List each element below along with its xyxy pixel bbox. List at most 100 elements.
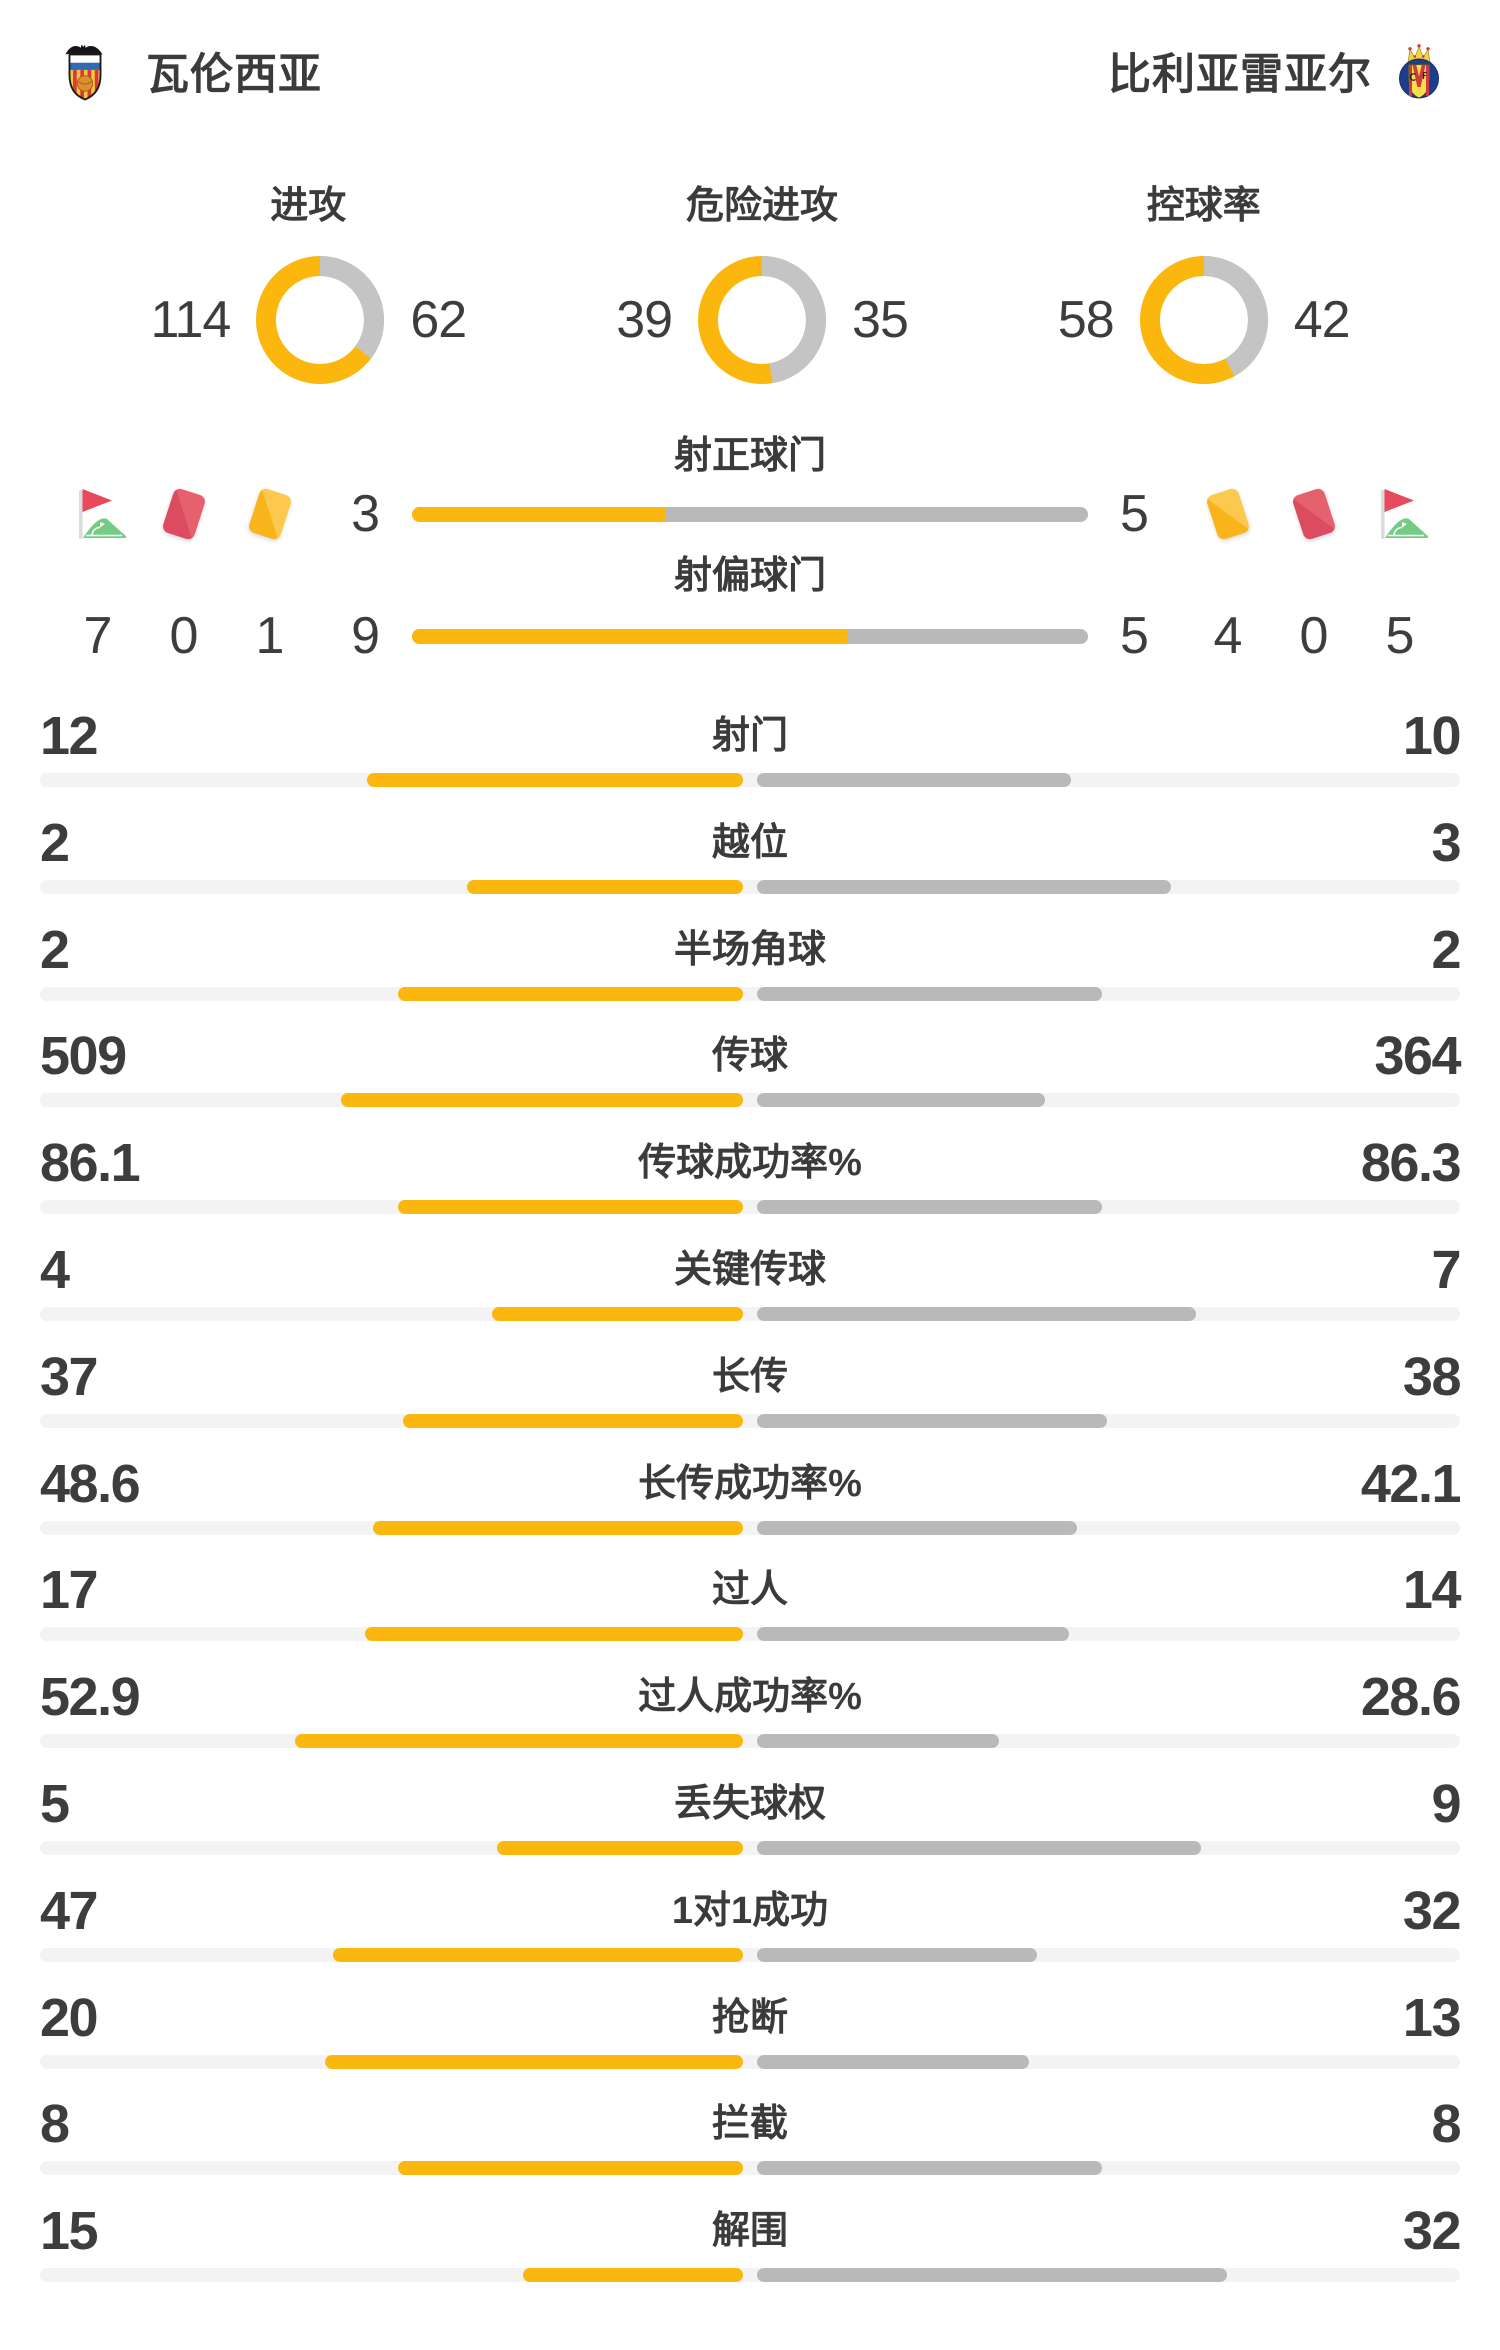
stat-label: 半场角球 [673, 928, 826, 971]
stat-home-segment [366, 773, 743, 787]
donut-attacks-title: 进攻 [270, 185, 347, 227]
donut-dangerous-attacks-away-value: 35 [852, 291, 909, 349]
stat-bar-track [40, 1200, 1460, 1215]
stat-label: 过人 [711, 1569, 788, 1612]
stat-bar-track [40, 2268, 1460, 2283]
away-discipline-icons [1200, 482, 1428, 546]
stat-home-segment [492, 1306, 743, 1321]
stat-home-value: 17 [40, 1560, 99, 1621]
away-red-card-count: 0 [1299, 607, 1329, 665]
stat-label: 传球成功率% [638, 1142, 862, 1185]
away-corner-flag-count: 5 [1385, 607, 1415, 665]
stat-label: 丢失球权 [673, 1782, 826, 1825]
stat-home-value: 47 [40, 1880, 99, 1941]
stat-home-segment [364, 1627, 743, 1642]
stat-row: 37 长传 38 [0, 1341, 1500, 1448]
stat-away-segment [757, 879, 1171, 894]
home-yellow-card-count: 1 [255, 607, 285, 665]
donut-possession-chart [1139, 256, 1268, 384]
yellow-card-icon [1193, 479, 1264, 550]
shots-on-target-title: 射正球门 [673, 435, 826, 477]
stat-home-value: 15 [40, 2201, 99, 2262]
stat-label: 过人成功率% [638, 1676, 862, 1719]
stat-away-value: 2 [1431, 919, 1461, 980]
stat-away-segment [757, 1734, 1000, 1749]
stat-away-value: 364 [1374, 1026, 1461, 1087]
stat-home-value: 509 [40, 1026, 127, 1087]
stat-away-value: 7 [1431, 1239, 1461, 1300]
stat-home-segment [398, 1200, 743, 1215]
away-team-name: 比利亚雷亚尔 [1108, 51, 1372, 99]
stat-label: 越位 [711, 821, 788, 864]
stat-home-value: 20 [40, 1987, 99, 2048]
stat-row: 15 解围 32 [0, 2195, 1500, 2302]
stat-bar-track [40, 1627, 1460, 1642]
away-team: 比利亚雷亚尔 [1108, 40, 1442, 102]
red-card-icon [1279, 479, 1350, 550]
stat-bar-track [40, 986, 1460, 1001]
donut-possession-home-value: 58 [1057, 291, 1115, 349]
stat-away-segment [757, 1627, 1069, 1642]
stat-home-value: 8 [40, 2094, 70, 2155]
donut-attacks: 进攻 114 62 [150, 183, 467, 384]
stat-home-segment [467, 879, 743, 894]
stat-row: 509 传球 364 [0, 1020, 1500, 1127]
stat-bar-track [40, 1734, 1460, 1749]
stat-away-value: 10 [1402, 706, 1462, 766]
shots-on-target-bar [412, 506, 1088, 522]
stat-row: 17 过人 14 [0, 1554, 1500, 1661]
stat-row: 5 丢失球权 9 [0, 1768, 1500, 1875]
stat-bar-track [40, 1947, 1460, 1962]
stat-home-segment [332, 1947, 743, 1962]
home-team-name: 瓦伦西亚 [146, 51, 322, 99]
stat-bar-track [40, 879, 1460, 894]
stat-row: 20 抢断 13 [0, 1982, 1500, 2089]
shots-on-target-home-value: 3 [351, 485, 380, 543]
home-team: 瓦伦西亚 [62, 40, 322, 102]
stat-home-value: 37 [40, 1346, 99, 1407]
stat-home-value: 86.1 [40, 1133, 141, 1194]
corner-flag-icon [70, 486, 126, 542]
stat-home-value: 2 [40, 919, 70, 980]
stat-bar-track [40, 1306, 1460, 1321]
stat-row: 8 拦截 8 [0, 2088, 1500, 2195]
shots-off-target-home-value: 9 [351, 607, 380, 665]
villarreal-crest-logo [1396, 41, 1442, 101]
shots-off-target-title: 射偏球门 [673, 555, 826, 597]
stat-home-segment [324, 2054, 743, 2069]
shots-on-target-row: 3 5 [0, 482, 1500, 546]
stat-home-value: 5 [40, 1773, 70, 1834]
stat-away-segment [757, 773, 1071, 787]
stat-home-segment [398, 2161, 743, 2176]
stat-away-value: 32 [1402, 1880, 1462, 1941]
stat-label: 长传成功率% [638, 1462, 862, 1505]
stat-away-value: 8 [1431, 2094, 1461, 2155]
stat-bar-track [40, 1520, 1460, 1535]
stat-bar-track [40, 1840, 1460, 1855]
shots-off-target-bar [412, 628, 1088, 644]
stat-row: 4 关键传球 7 [0, 1234, 1500, 1341]
stat-bar-track [40, 2054, 1460, 2069]
stat-bar-track [40, 2161, 1460, 2176]
corner-flag-icon [1372, 486, 1428, 542]
stat-away-value: 28.6 [1360, 1667, 1462, 1728]
stat-home-segment [398, 986, 743, 1001]
yellow-card-icon [235, 479, 306, 550]
shots-off-target-home-segment [412, 628, 847, 644]
stat-away-segment [757, 2161, 1102, 2176]
stat-away-value: 3 [1431, 812, 1461, 873]
stat-bar-track [40, 773, 1460, 787]
team-header: 瓦伦西亚 比利亚雷亚尔 [62, 40, 1442, 102]
stat-home-value: 4 [40, 1239, 70, 1300]
shots-on-target-away-value: 5 [1120, 485, 1149, 543]
away-yellow-card-count: 4 [1213, 607, 1243, 665]
stat-row: 47 1对1成功 32 [0, 1875, 1500, 1982]
stat-away-segment [757, 2054, 1029, 2069]
stat-home-value: 52.9 [40, 1667, 141, 1728]
stat-away-value: 86.3 [1360, 1133, 1462, 1194]
stat-row: 12 射门 10 [0, 700, 1500, 807]
stat-home-segment [522, 2268, 743, 2283]
valencia-crest-logo [62, 41, 108, 101]
